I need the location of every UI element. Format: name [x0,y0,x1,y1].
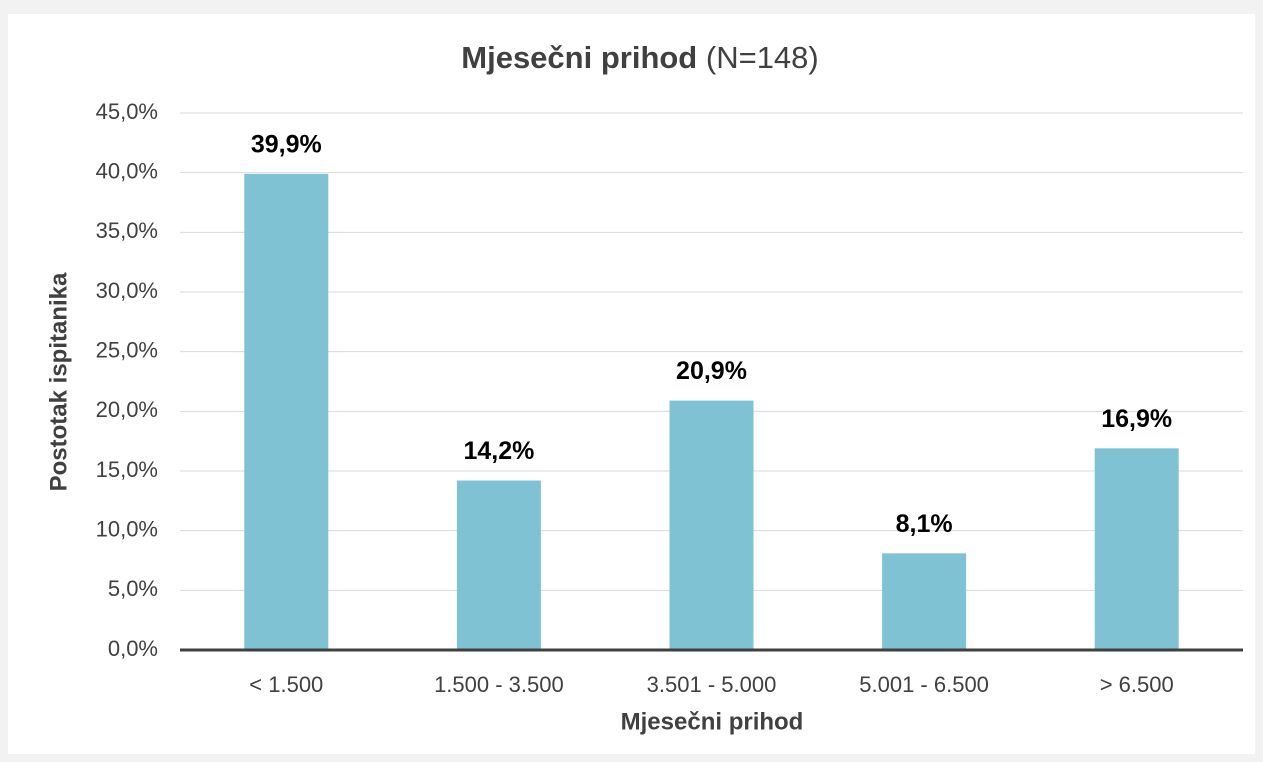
data-label: 16,9% [1101,405,1172,433]
x-tick-label: > 6.500 [1100,672,1174,697]
y-axis-label: Postotak ispitanika [45,272,72,491]
data-label: 8,1% [896,510,953,538]
bar [669,400,754,650]
chart-background [8,14,1255,754]
data-label: 20,9% [676,357,747,385]
y-tick-label: 15,0% [96,457,158,482]
title-note: (N=148) [706,40,819,75]
bar [244,173,329,651]
y-tick-label: 25,0% [96,337,158,362]
y-tick-label: 10,0% [96,516,158,541]
data-label: 14,2% [463,437,534,465]
chart-title: Mjesečni prihod (N=148) [461,40,818,75]
bar [456,480,541,650]
bar [1094,448,1179,650]
data-label: 39,9% [251,130,322,158]
x-tick-label: 1.500 - 3.500 [434,672,564,697]
bar [882,553,967,650]
x-tick-label: 5.001 - 6.500 [859,672,989,697]
y-tick-label: 0,0% [108,636,158,661]
y-tick-label: 5,0% [108,576,158,601]
y-tick-label: 30,0% [96,278,158,303]
x-axis-label: Mjesečni prihod [621,708,804,735]
y-tick-label: 45,0% [96,99,158,124]
x-tick-label: < 1.500 [249,672,323,697]
title-main: Mjesečni prihod [461,40,697,75]
y-tick-label: 40,0% [96,158,158,183]
x-tick-label: 3.501 - 5.000 [647,672,777,697]
y-tick-label: 20,0% [96,397,158,422]
y-tick-label: 35,0% [96,218,158,243]
